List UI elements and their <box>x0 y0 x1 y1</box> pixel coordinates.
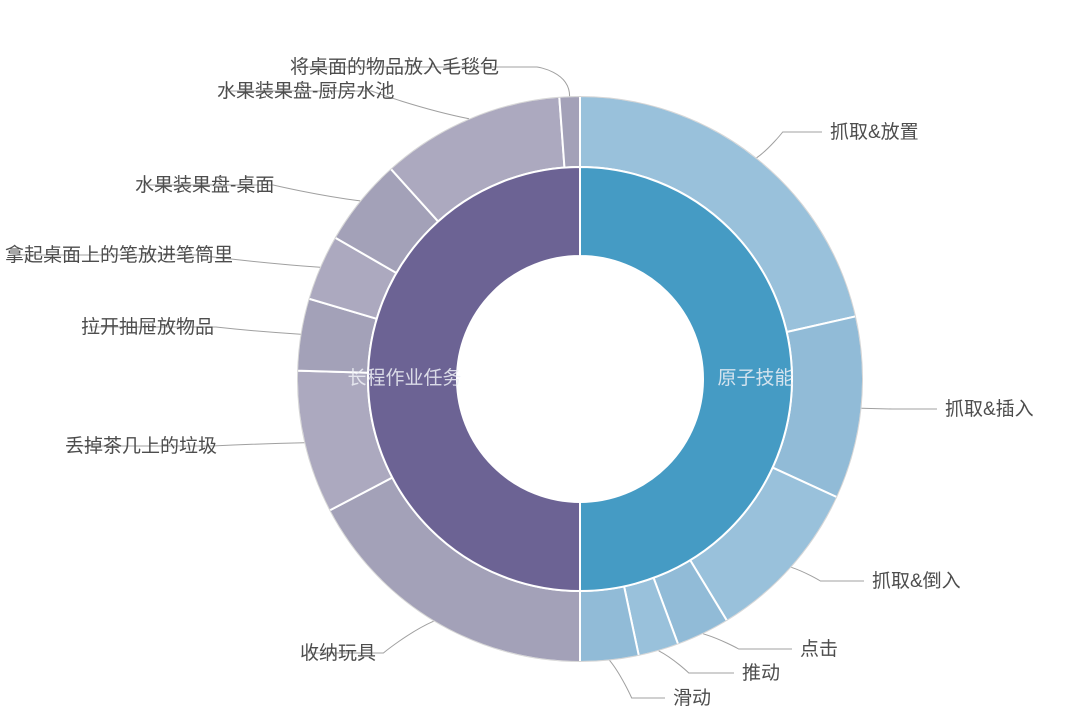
svg-text:收纳玩具: 收纳玩具 <box>300 642 376 664</box>
svg-text:水果装果盘-桌面: 水果装果盘-桌面 <box>135 174 274 196</box>
svg-text:拿起桌面上的笔放进笔筒里: 拿起桌面上的笔放进笔筒里 <box>5 243 233 266</box>
svg-text:抓取&插入: 抓取&插入 <box>945 398 1034 420</box>
svg-text:将桌面的物品放入毛毯包: 将桌面的物品放入毛毯包 <box>290 56 499 78</box>
svg-text:抓取&放置: 抓取&放置 <box>830 121 919 143</box>
svg-text:长程作业任务: 长程作业任务 <box>347 367 461 389</box>
svg-text:原子技能: 原子技能 <box>717 367 793 389</box>
svg-text:水果装果盘-厨房水池: 水果装果盘-厨房水池 <box>217 80 394 102</box>
svg-text:点击: 点击 <box>800 638 838 660</box>
svg-text:推动: 推动 <box>742 662 780 684</box>
svg-text:抓取&倒入: 抓取&倒入 <box>872 570 961 592</box>
svg-text:拉开抽屉放物品: 拉开抽屉放物品 <box>81 316 214 338</box>
svg-text:滑动: 滑动 <box>673 687 711 709</box>
svg-text:丢掉茶几上的垃圾: 丢掉茶几上的垃圾 <box>65 435 217 457</box>
